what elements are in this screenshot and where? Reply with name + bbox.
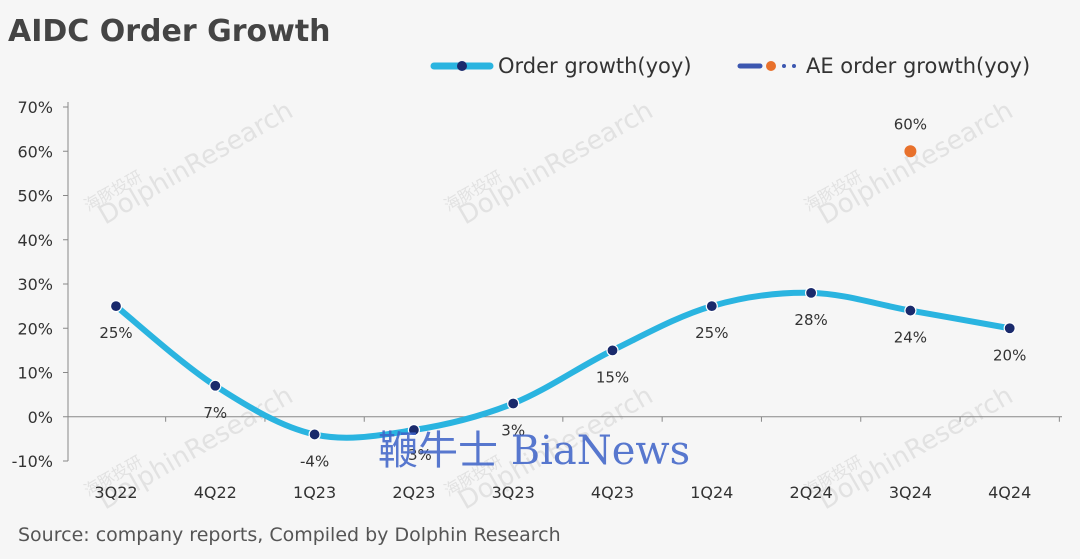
data-point-order-growth xyxy=(1003,322,1016,335)
data-point-order-growth xyxy=(209,379,222,392)
legend-marker-order-growth xyxy=(457,61,467,71)
source-note: Source: company reports, Compiled by Dol… xyxy=(18,524,561,546)
x-tick-label: 3Q24 xyxy=(889,483,932,502)
y-tick-label: 0% xyxy=(28,408,53,427)
y-tick-label: 50% xyxy=(17,187,53,206)
y-tick-label: -10% xyxy=(12,452,53,471)
legend-label-order-growth: Order growth(yoy) xyxy=(498,54,692,78)
data-point-order-growth xyxy=(308,428,321,441)
legend-dash-2 xyxy=(782,64,786,68)
y-tick-label: 30% xyxy=(17,275,53,294)
axes: 70% 60% 50% 40% 30% 20% 10% 0% -10% 3Q22 4Q22 1Q23 2… xyxy=(12,98,1062,502)
plot-area: 25% 7% -4% 3% 3% 15% 25% 28% 24% 20% 60% xyxy=(99,115,1026,470)
data-label-order-growth: 28% xyxy=(794,311,827,329)
data-label-order-growth: 15% xyxy=(596,368,629,386)
y-tick-label: 20% xyxy=(17,319,53,338)
data-point-order-growth xyxy=(109,300,123,313)
data-label-order-growth: 25% xyxy=(695,324,728,342)
data-label-order-growth: 3% xyxy=(408,446,432,464)
y-tick-label: 60% xyxy=(17,142,53,161)
data-point-order-growth xyxy=(507,397,520,410)
data-point-order-growth xyxy=(606,344,619,357)
watermark-text: DolphinResearch xyxy=(94,96,299,232)
x-tick-label: 4Q23 xyxy=(591,483,634,502)
data-label-order-growth: 24% xyxy=(894,329,927,347)
bianews-watermark: 鞭牛士 BiaNews xyxy=(378,428,690,474)
legend-item-ae-order-growth: AE order growth(yoy) xyxy=(737,54,1030,78)
y-tick-label: 40% xyxy=(17,231,53,250)
data-point-order-growth xyxy=(804,286,818,299)
data-point-order-growth xyxy=(705,300,718,313)
data-label-order-growth: -4% xyxy=(300,452,329,470)
chart-title: AIDC Order Growth xyxy=(8,14,331,49)
x-tick-label: 4Q24 xyxy=(988,483,1031,502)
x-tick-label: 2Q23 xyxy=(392,483,435,502)
data-point-ae-order-growth xyxy=(904,145,917,158)
series-line-order-growth xyxy=(113,289,1013,441)
legend: Order growth(yoy) AE order growth(yoy) xyxy=(430,54,1030,78)
data-label-order-growth: 3% xyxy=(501,421,525,439)
x-tick-label: 3Q22 xyxy=(94,483,137,502)
data-label-ae-order-growth: 60% xyxy=(894,115,927,133)
data-label-order-growth: 7% xyxy=(203,404,227,422)
data-point-order-growth xyxy=(407,423,420,437)
x-tick-label: 4Q22 xyxy=(194,483,237,502)
legend-dash-3 xyxy=(792,64,796,68)
legend-item-order-growth: Order growth(yoy) xyxy=(430,54,692,78)
data-label-order-growth: 20% xyxy=(993,346,1026,364)
x-tick-label: 1Q24 xyxy=(690,483,733,502)
legend-label-ae-order-growth: AE order growth(yoy) xyxy=(806,54,1030,78)
x-tick-label: 1Q23 xyxy=(293,483,336,502)
y-tick-label: 10% xyxy=(17,364,53,383)
data-point-order-growth xyxy=(904,304,917,317)
x-tick-label: 2Q24 xyxy=(790,483,833,502)
y-tick-label: 70% xyxy=(17,98,53,117)
x-tick-label: 3Q23 xyxy=(492,483,535,502)
watermark-text: DolphinResearch xyxy=(454,96,659,232)
legend-marker-ae-order-growth xyxy=(766,61,776,71)
data-label-order-growth: 25% xyxy=(99,324,132,342)
